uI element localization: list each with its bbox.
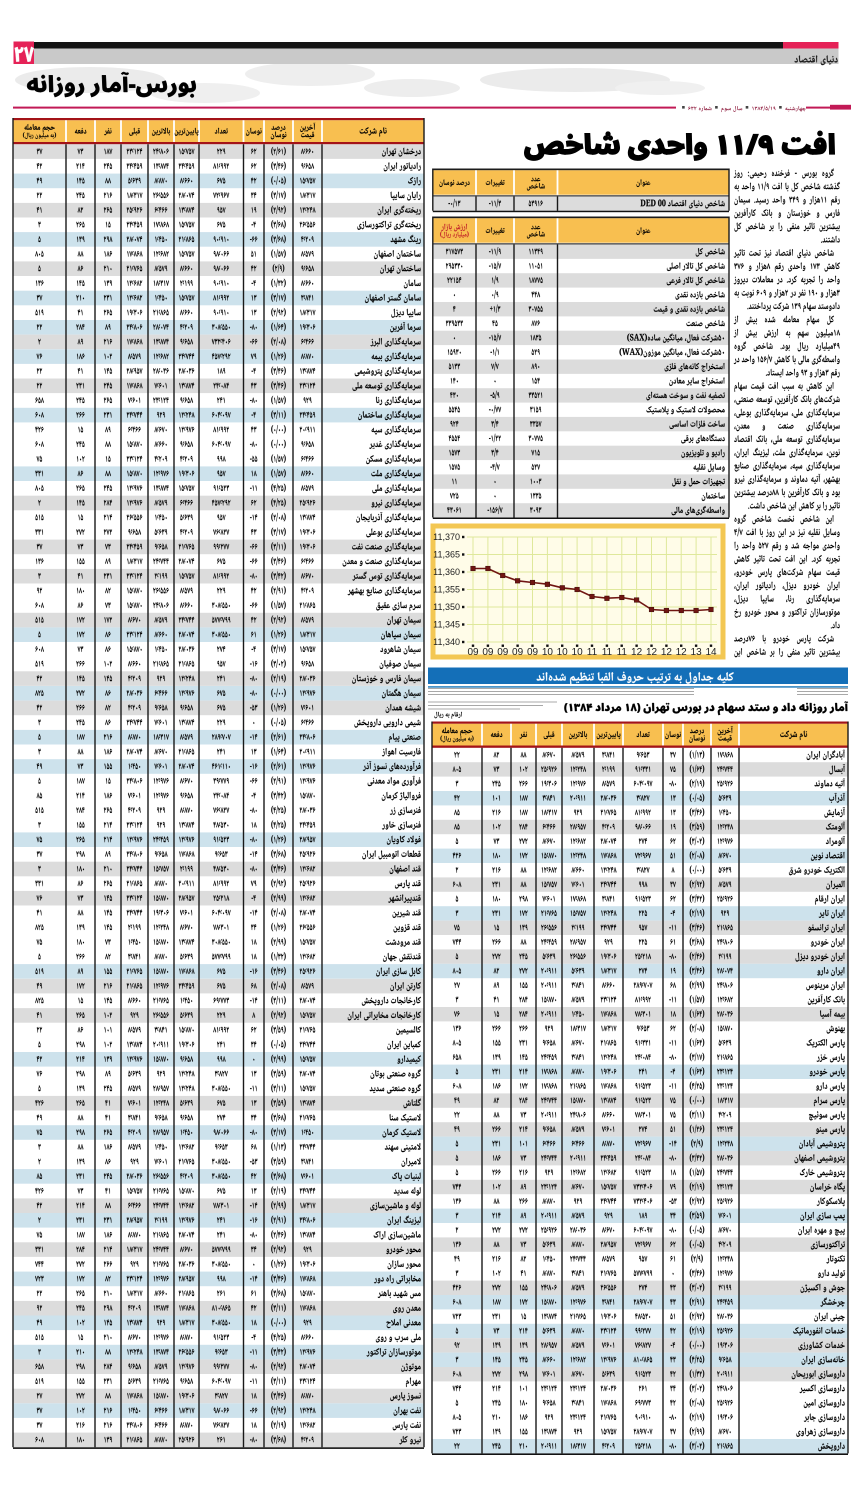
svg-text:09: 09 — [467, 647, 479, 658]
svg-text:11: 11 — [602, 647, 613, 658]
svg-text:09: 09 — [482, 647, 494, 658]
svg-text:11,370: 11,370 — [433, 532, 460, 542]
svg-text:11,360: 11,360 — [433, 567, 460, 577]
svg-text:11: 11 — [617, 647, 628, 658]
svg-text:10: 10 — [572, 647, 584, 658]
svg-text:09: 09 — [512, 647, 524, 658]
svg-text:13: 13 — [691, 647, 703, 658]
svg-text:12: 12 — [646, 647, 658, 658]
svg-text:11,340: 11,340 — [433, 637, 460, 647]
svg-text:14: 14 — [705, 647, 717, 658]
svg-text:10: 10 — [542, 647, 554, 658]
svg-text:09: 09 — [527, 647, 539, 658]
svg-text:12: 12 — [661, 647, 673, 658]
svg-text:12: 12 — [676, 647, 688, 658]
svg-text:11,355: 11,355 — [433, 585, 460, 595]
svg-text:10: 10 — [557, 647, 569, 658]
svg-text:11,350: 11,350 — [433, 602, 460, 612]
svg-text:12: 12 — [631, 647, 643, 658]
svg-text:11: 11 — [587, 647, 598, 658]
svg-text:11,345: 11,345 — [433, 620, 460, 630]
svg-text:09: 09 — [497, 647, 509, 658]
svg-text:11,365: 11,365 — [433, 550, 460, 560]
